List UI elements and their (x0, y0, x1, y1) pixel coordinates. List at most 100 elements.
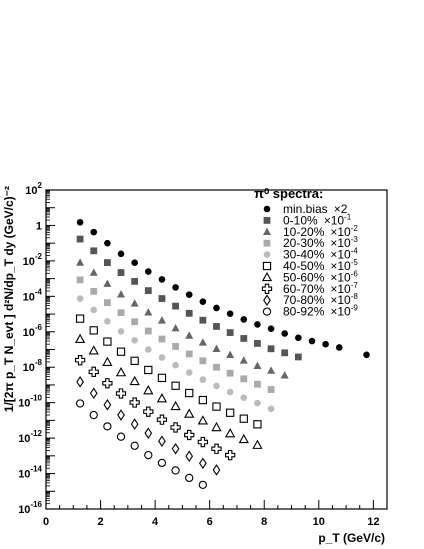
legend-marker (263, 205, 271, 213)
data-point (144, 365, 153, 375)
y-tick-label: 10-14 (18, 465, 42, 481)
legend-label-factor: ×10 (330, 305, 351, 319)
x-tick-label: 10 (313, 516, 325, 528)
data-point (158, 276, 166, 283)
legend-marker (261, 271, 273, 282)
legend-label: 30-40% ×10-4 (283, 247, 358, 262)
data-point (335, 344, 343, 351)
data-point (115, 388, 127, 399)
x-tick-label: 0 (43, 516, 49, 528)
data-point (172, 284, 179, 291)
data-point (103, 279, 112, 287)
data-point (156, 393, 168, 403)
data-point (129, 375, 140, 386)
data-point (172, 302, 179, 310)
data-point (116, 432, 126, 441)
data-point (130, 418, 139, 430)
data-point (157, 458, 167, 468)
data-point (226, 350, 235, 359)
y-tick-base: 10 (18, 504, 30, 516)
data-point (199, 376, 207, 383)
legend-label-name: 70-80% (283, 293, 325, 307)
data-point (130, 441, 139, 450)
legend-entry: 60-70% ×10-7 (261, 281, 358, 296)
legend-label-factor: ×10 (330, 293, 351, 307)
legend-label-factor: ×10 (330, 270, 351, 284)
data-point (103, 299, 111, 307)
legend-label-factor: ×10 (330, 225, 351, 239)
data-point (198, 480, 208, 490)
y-axis-title: 1/[2π p_T N_evt ] d²N/dp_T dy (GeV/c)⁻² (2, 186, 16, 412)
legend-label: 80-92% ×10-9 (283, 304, 358, 319)
series-2 (76, 258, 289, 379)
data-point (253, 420, 262, 429)
data-point (294, 353, 302, 361)
legend-entry: 40-50% ×10-5 (262, 258, 358, 273)
data-point (185, 388, 194, 398)
data-point (144, 308, 153, 316)
x-tick-label: 8 (261, 516, 267, 528)
data-point (131, 277, 139, 285)
data-point (198, 457, 207, 470)
legend-entry: 70-80% ×10-8 (263, 292, 358, 307)
data-point (212, 464, 221, 476)
y-tick-base: 10 (23, 327, 35, 339)
data-point (74, 355, 86, 366)
data-point (143, 385, 154, 395)
data-point (199, 316, 207, 324)
series-1 (76, 235, 302, 361)
data-point (281, 330, 289, 337)
data-point (254, 340, 261, 347)
data-points (74, 219, 370, 490)
y-tick-base: 10 (23, 256, 35, 268)
y-tick-base: 10 (18, 433, 30, 445)
y-tick-label: 10-6 (23, 323, 43, 339)
data-point (322, 340, 329, 348)
y-tick-label: 10-4 (23, 287, 43, 303)
legend-title: π⁰ spectra: (254, 186, 323, 201)
legend-label-name: 40-50% (283, 259, 325, 273)
data-point (89, 410, 98, 420)
legend-label: 10-20% ×10-2 (283, 224, 358, 239)
legend-label-factor: ×10 (330, 282, 351, 296)
data-point (184, 408, 195, 418)
series-3 (76, 276, 275, 393)
x-axis: 0 2 4 6 8 10 12 (43, 500, 388, 528)
data-point (145, 346, 152, 353)
data-point (267, 345, 275, 353)
y-tick-exponent: -14 (30, 465, 42, 474)
x-tick-label: 12 (367, 516, 379, 528)
data-point (295, 334, 302, 342)
data-point (144, 427, 153, 439)
data-point (185, 450, 194, 463)
y-tick-label: 10-12 (18, 429, 42, 445)
legend-label: 50-60% ×10-6 (283, 269, 358, 284)
data-point (90, 247, 98, 255)
data-point (131, 318, 139, 326)
data-point (199, 357, 207, 365)
data-point (117, 409, 125, 421)
legend-label-factor: ×10 (330, 248, 351, 262)
legend-label-factor: ×2 (334, 202, 348, 216)
legend-label-exponent: -9 (351, 304, 359, 313)
data-point (103, 259, 111, 267)
legend-entry: 80-92% ×10-9 (262, 304, 358, 319)
legend-entry: 20-30% ×10-3 (263, 235, 358, 250)
y-tick-exponent: -12 (30, 429, 42, 438)
data-point (172, 361, 179, 369)
x-tick-label: 6 (207, 516, 213, 528)
data-point (211, 443, 222, 454)
data-point (184, 429, 195, 441)
data-point (171, 442, 180, 455)
data-point (240, 375, 248, 383)
data-point (199, 298, 207, 305)
y-tick-label: 102 (25, 181, 42, 197)
series-8 (76, 376, 221, 476)
data-point (213, 304, 220, 312)
y-tick-label: 10-8 (23, 358, 43, 374)
legend-entry: 30-40% ×10-4 (263, 247, 358, 262)
data-point (116, 347, 126, 356)
legend: π⁰ spectra:min.bias ×20-10% ×10-110-20% ×10… (254, 186, 358, 319)
data-point (238, 433, 249, 444)
